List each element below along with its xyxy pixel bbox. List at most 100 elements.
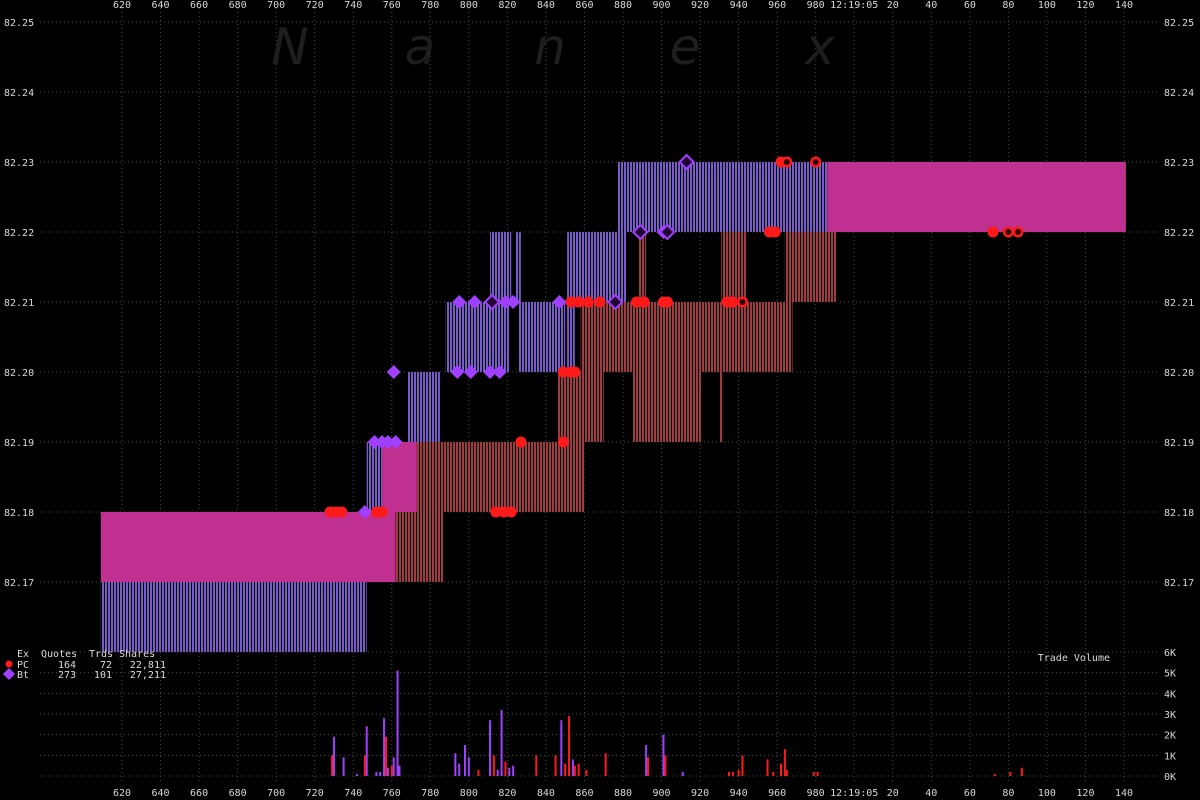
axis-labels: 620 620 640 640 660 660 680 680 700 700 720 720 740 7… — [4, 0, 1194, 799]
volume-bar — [332, 736, 335, 776]
pc-trade-marker — [573, 296, 585, 308]
x-tick-label-bottom: 980 — [807, 788, 825, 799]
x-tick-label-top: 20 — [887, 0, 899, 11]
x-tick-label-top: 940 — [730, 0, 748, 11]
pc-quote-band — [638, 232, 647, 302]
watermark-letter: a — [405, 18, 436, 76]
bt-quote-band — [567, 232, 627, 302]
volume-bar — [454, 753, 457, 776]
x-tick-label-bottom: 660 — [190, 788, 208, 799]
x-tick-label-bottom: 120 — [1076, 788, 1094, 799]
bt-trade-marker — [386, 365, 401, 379]
volume-bar — [604, 753, 607, 776]
pc-trade-marker — [638, 296, 650, 308]
x-tick-label-top: 960 — [768, 0, 786, 11]
bt-trade-marker — [367, 435, 382, 449]
volume-bar — [390, 765, 393, 776]
volume-bar — [564, 763, 567, 776]
bt-quote-band — [567, 302, 575, 372]
price-tick-label-right: 82.23 — [1164, 158, 1194, 169]
bt-trade-marker — [658, 223, 676, 241]
bt-quote-band — [617, 162, 828, 232]
volume-bar — [363, 755, 366, 776]
bt-trade-marker — [467, 295, 482, 309]
volume-bar — [365, 726, 368, 776]
pc-quote-band — [719, 372, 724, 442]
x-tick-label-top: 80 — [1002, 0, 1014, 11]
pc-quote-band — [784, 232, 837, 302]
volume-tick-label: 3K — [1164, 710, 1176, 721]
volume-axis-title: Trade Volume — [1038, 653, 1110, 664]
x-tick-label-top: 980 — [807, 0, 825, 11]
bt-diamond-icon — [3, 668, 15, 680]
bt-trade-marker — [450, 365, 465, 379]
pc-trade-marker — [557, 436, 569, 448]
volume-bar — [467, 757, 470, 776]
volume-bar — [535, 755, 538, 776]
volume-bar — [492, 755, 495, 776]
bt-trade-marker — [631, 223, 649, 241]
volume-bar — [379, 771, 382, 776]
volume-bar — [398, 765, 401, 776]
price-tick-label-left: 82.18 — [4, 508, 34, 519]
x-tick-label-top: 860 — [575, 0, 593, 11]
legend-header-ex: Ex — [17, 649, 29, 660]
volume-bar — [496, 769, 499, 776]
x-tick-label-bottom: 12:19:05 — [830, 788, 878, 799]
volume-tick-label: 5K — [1164, 669, 1176, 680]
pc-trade-marker-center — [783, 159, 790, 165]
pc-trade-marker — [594, 296, 606, 308]
x-tick-label-bottom: 840 — [537, 788, 555, 799]
price-tick-label-left: 82.20 — [4, 368, 34, 379]
price-tick-label-right: 82.18 — [1164, 508, 1194, 519]
volume-bar — [392, 757, 395, 776]
x-tick-label-bottom: 900 — [653, 788, 671, 799]
x-tick-label-top: 920 — [691, 0, 709, 11]
pc-trade-marker-center — [1005, 229, 1012, 235]
volume-tick-label: 4K — [1164, 689, 1176, 700]
volume-bar — [772, 771, 775, 776]
price-tick-label-right: 82.20 — [1164, 368, 1194, 379]
bt-trade-marker — [606, 293, 624, 311]
price-tick-label-left: 82.23 — [4, 158, 34, 169]
bt-quote-band — [515, 232, 521, 302]
x-tick-label-top: 620 — [113, 0, 131, 11]
pc-trade-marker — [630, 296, 642, 308]
volume-bar — [783, 749, 786, 776]
x-tick-label-top: 640 — [152, 0, 170, 11]
pc-circle-icon — [5, 660, 13, 668]
x-tick-label-bottom: 700 — [267, 788, 285, 799]
pc-trade-marker — [727, 296, 739, 308]
pc-trade-marker — [661, 296, 673, 308]
volume-bar — [1020, 767, 1023, 776]
x-tick-label-bottom: 80 — [1002, 788, 1014, 799]
pc-trade-marker — [769, 226, 781, 238]
volume-bar — [396, 670, 399, 776]
price-tick-label-left: 82.19 — [4, 438, 34, 449]
bt-quote-band — [518, 302, 566, 372]
pc-quote-band — [580, 302, 793, 372]
pc-trade-marker-center — [1015, 229, 1022, 235]
bt-quote-band — [100, 582, 367, 652]
x-tick-label-top: 800 — [460, 0, 478, 11]
legend-trds-pc: 72 — [100, 660, 112, 671]
legend-header-trds: Trds — [89, 649, 113, 660]
x-tick-label-bottom: 920 — [691, 788, 709, 799]
x-tick-label-top: 760 — [383, 0, 401, 11]
bt-trade-marker — [380, 435, 395, 449]
bt-trade-marker — [463, 365, 478, 379]
volume-bar — [647, 757, 650, 776]
volume-bar — [383, 718, 386, 776]
volume-bar — [662, 734, 665, 776]
price-tick-label-left: 82.24 — [4, 88, 34, 99]
volume-bar — [681, 771, 684, 776]
pc-trade-marker — [582, 296, 594, 308]
volume-bar — [741, 755, 744, 776]
price-tick-label-left: 82.21 — [4, 298, 34, 309]
legend-quotes-bt: 273 — [58, 670, 76, 681]
legend-ex-pc: PC — [17, 660, 29, 671]
legend-quotes-pc: 164 — [58, 660, 76, 671]
x-tick-label-top: 40 — [925, 0, 937, 11]
pc-trade-marker — [569, 366, 581, 378]
x-tick-label-bottom: 740 — [344, 788, 362, 799]
